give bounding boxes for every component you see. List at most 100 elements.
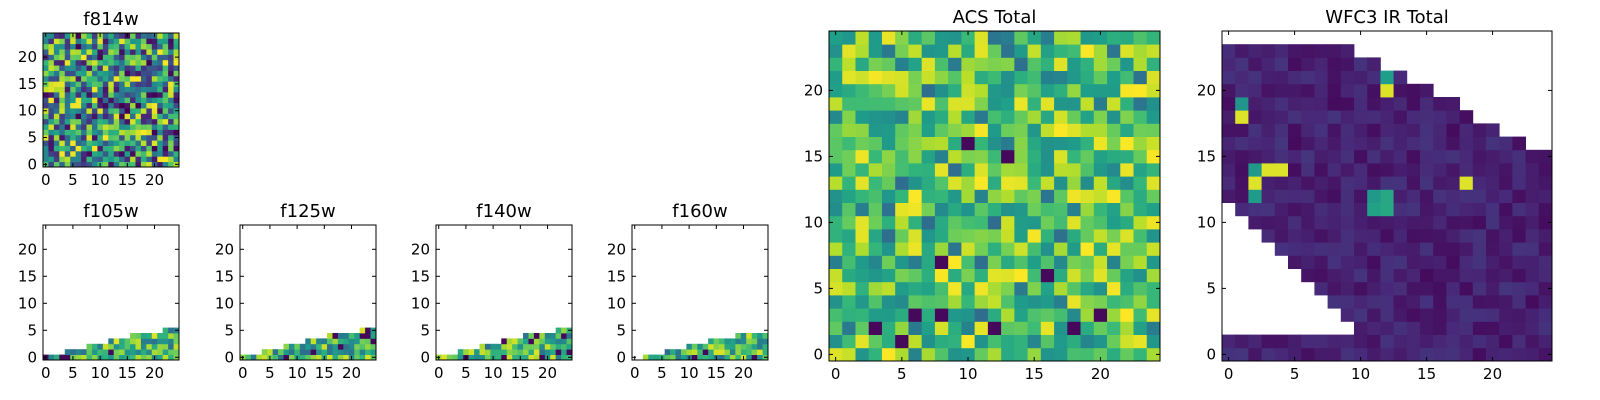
heatmap-cell bbox=[64, 33, 71, 39]
heatmap-cell bbox=[91, 43, 98, 50]
x-tick-label: 15 bbox=[1417, 365, 1436, 383]
heatmap-cell bbox=[1107, 347, 1121, 362]
heatmap-cell bbox=[842, 176, 856, 190]
heatmap-cell bbox=[146, 349, 153, 355]
heatmap-cell bbox=[135, 113, 142, 120]
heatmap-cell bbox=[173, 38, 180, 45]
heatmap-cell bbox=[934, 136, 949, 151]
heatmap-cell bbox=[162, 327, 169, 334]
heatmap-cell bbox=[1538, 321, 1553, 335]
heatmap-cell bbox=[881, 123, 896, 137]
heatmap-cell bbox=[1354, 149, 1368, 164]
heatmap-cell bbox=[70, 81, 77, 87]
heatmap-cell bbox=[135, 54, 142, 61]
heatmap-cell bbox=[1525, 215, 1540, 230]
heatmap-cell bbox=[1120, 136, 1134, 151]
x-tick-label: 15 bbox=[707, 364, 726, 382]
heatmap-cell bbox=[1301, 97, 1315, 111]
heatmap-cell bbox=[921, 163, 936, 177]
heatmap-cell bbox=[135, 129, 142, 136]
heatmap-cell bbox=[1499, 347, 1513, 362]
heatmap-cell bbox=[934, 255, 949, 269]
heatmap-cell bbox=[1512, 308, 1526, 322]
heatmap-cell bbox=[948, 308, 962, 322]
heatmap-cell bbox=[1499, 176, 1513, 190]
heatmap-cell bbox=[1067, 321, 1081, 335]
heatmap-cell bbox=[961, 202, 976, 217]
heatmap-cell bbox=[1040, 242, 1055, 256]
heatmap-cell bbox=[1120, 229, 1134, 243]
heatmap-cell bbox=[168, 59, 174, 66]
heatmap-cell bbox=[130, 118, 136, 125]
heatmap-cell bbox=[1040, 281, 1055, 296]
heatmap-cell bbox=[746, 354, 753, 361]
heatmap-cell bbox=[1340, 97, 1355, 111]
heatmap-cell bbox=[1459, 163, 1474, 177]
heatmap-cell bbox=[1261, 44, 1276, 58]
heatmap-cell bbox=[135, 38, 142, 45]
heatmap-cell bbox=[135, 97, 142, 104]
heatmap-cell bbox=[1093, 97, 1108, 111]
heatmap-cell bbox=[1367, 202, 1381, 217]
heatmap-cell bbox=[1327, 281, 1342, 296]
heatmap-cell bbox=[974, 57, 989, 71]
heatmap-cell bbox=[168, 140, 174, 146]
heatmap-cell bbox=[1146, 255, 1161, 269]
heatmap-cell bbox=[140, 81, 147, 87]
heatmap-cell bbox=[59, 91, 66, 98]
heatmap-cell bbox=[1420, 110, 1434, 124]
x-tick-label: 10 bbox=[958, 365, 977, 383]
heatmap-cell bbox=[961, 136, 976, 151]
heatmap-cell bbox=[908, 347, 923, 362]
heatmap-cell bbox=[102, 70, 109, 77]
heatmap-cell bbox=[1393, 70, 1408, 85]
heatmap-cell bbox=[1027, 321, 1042, 335]
heatmap-cell bbox=[64, 38, 71, 45]
heatmap-cell bbox=[173, 349, 180, 355]
heatmap-cell bbox=[327, 354, 333, 361]
heatmap-cell bbox=[81, 43, 87, 50]
heatmap-cell bbox=[1093, 110, 1108, 124]
heatmap-cell bbox=[1538, 202, 1553, 217]
heatmap-cell bbox=[1314, 334, 1328, 349]
heatmap-cell bbox=[1314, 123, 1328, 137]
y-tick-label: 10 bbox=[411, 294, 430, 312]
heatmap-cell bbox=[151, 86, 158, 93]
heatmap-cell bbox=[119, 108, 125, 114]
heatmap-cell bbox=[146, 38, 153, 45]
heatmap-cell bbox=[1433, 229, 1447, 243]
heatmap-cell bbox=[1327, 334, 1342, 349]
panel-title: f160w bbox=[672, 201, 727, 222]
heatmap-cell bbox=[868, 347, 883, 362]
heatmap-cell bbox=[332, 354, 339, 361]
heatmap-cell bbox=[1486, 136, 1500, 151]
heatmap-cell bbox=[1133, 215, 1148, 230]
heatmap-cell bbox=[842, 136, 856, 151]
y-tick-label: 15 bbox=[18, 267, 37, 285]
heatmap-cell bbox=[64, 134, 71, 141]
heatmap-cell bbox=[146, 33, 153, 39]
heatmap-cell bbox=[168, 145, 174, 152]
heatmap-cell bbox=[1380, 149, 1394, 164]
heatmap-cell bbox=[751, 343, 758, 350]
heatmap-cell bbox=[664, 354, 671, 361]
heatmap-cell bbox=[124, 145, 131, 152]
heatmap-cell bbox=[533, 338, 540, 345]
heatmap-cell bbox=[868, 268, 883, 283]
heatmap-cell bbox=[108, 156, 115, 163]
heatmap-cell bbox=[1420, 123, 1434, 137]
heatmap-cell bbox=[1040, 321, 1055, 335]
heatmap-cell bbox=[1146, 215, 1161, 230]
heatmap-cell bbox=[113, 108, 120, 114]
heatmap-cell bbox=[868, 308, 883, 322]
heatmap-cell bbox=[1107, 44, 1121, 58]
heatmap-cell bbox=[987, 281, 1002, 296]
heatmap-cell bbox=[91, 86, 98, 93]
heatmap-cell bbox=[1420, 255, 1434, 269]
heatmap-cell bbox=[162, 70, 169, 77]
heatmap-cell bbox=[1222, 176, 1236, 190]
heatmap-cell bbox=[1420, 97, 1434, 111]
heatmap-cell bbox=[1512, 321, 1526, 335]
heatmap-cell bbox=[908, 189, 923, 203]
heatmap-cell bbox=[124, 118, 131, 125]
